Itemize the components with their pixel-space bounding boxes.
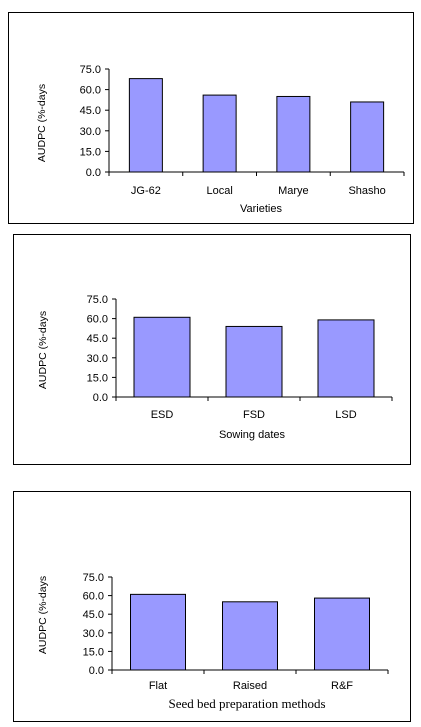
bar-shasho <box>350 101 385 173</box>
bar-jg-62 <box>128 78 163 173</box>
chart-panel-seed-bed: 75.0 60.0 45.0 30.0 15.0 0.0 Flat Raised R&F Seed… <box>13 491 411 722</box>
y-tick-label: 15.0 <box>80 146 101 158</box>
bar-lsd <box>317 319 375 398</box>
y-tick-label: 15.0 <box>83 646 104 658</box>
y-tick-label: 0.0 <box>86 167 101 179</box>
category-label-r-f: R&F <box>331 680 353 692</box>
y-tick-label: 0.0 <box>89 665 104 677</box>
bar-esd <box>133 316 191 398</box>
y-tick-label: 15.0 <box>87 372 108 384</box>
bar-marye <box>276 95 311 173</box>
bar-raised <box>222 601 278 671</box>
y-tick-label: 75.0 <box>87 294 108 306</box>
y-tick-label: 75.0 <box>80 64 101 76</box>
y-tick-label: 30.0 <box>83 628 104 640</box>
category-label-local: Local <box>206 185 232 197</box>
category-label-raised: Raised <box>233 680 267 692</box>
chart-panel-sowing-dates: 75.0 60.0 45.0 30.0 15.0 0.0 ESD FSD LSD Sowing d… <box>13 234 411 465</box>
y-tick-label: 75.0 <box>83 572 104 584</box>
y-tick-label: 60.0 <box>87 314 108 326</box>
category-label-esd: ESD <box>151 409 174 421</box>
category-label-marye: Marye <box>278 185 309 197</box>
y-axis-title: AUDPC (%-days <box>37 311 49 389</box>
y-tick-label: 45.0 <box>87 333 108 345</box>
y-tick-label: 60.0 <box>80 85 101 97</box>
bar-flat <box>130 593 186 671</box>
x-axis-title: Varieties <box>240 203 282 215</box>
category-label-shasho: Shasho <box>348 185 385 197</box>
bar-r-f <box>314 597 370 671</box>
chart-svg-varieties: 75.0 60.0 45.0 30.0 15.0 0.0 JG-62 Local Marye Sh… <box>36 64 405 215</box>
bar-local <box>202 94 237 173</box>
y-tick-label: 30.0 <box>87 353 108 365</box>
y-axis-title: AUDPC (%-days <box>37 576 49 654</box>
y-tick-label: 60.0 <box>83 591 104 603</box>
chart-panel-varieties: 75.0 60.0 45.0 30.0 15.0 0.0 JG-62 Local Marye Sh… <box>8 12 414 224</box>
chart-svg-seed-bed: 75.0 60.0 45.0 30.0 15.0 0.0 Flat Raised R&F Seed… <box>37 572 389 711</box>
y-tick-label: 45.0 <box>80 105 101 117</box>
y-axis-title: AUDPC (%-days <box>36 84 48 162</box>
chart-svg-sowing-dates: 75.0 60.0 45.0 30.0 15.0 0.0 ESD FSD LSD Sowing d… <box>37 294 393 441</box>
bar-fsd <box>225 325 283 398</box>
category-label-lsd: LSD <box>335 409 356 421</box>
x-axis-title: Sowing dates <box>219 429 286 441</box>
category-label-flat: Flat <box>149 680 167 692</box>
x-axis-title: Seed bed preparation methods <box>168 696 325 711</box>
category-label-fsd: FSD <box>243 409 265 421</box>
category-label-jg-62: JG-62 <box>131 185 161 197</box>
y-tick-label: 30.0 <box>80 126 101 138</box>
y-tick-label: 0.0 <box>93 392 108 404</box>
y-tick-label: 45.0 <box>83 609 104 621</box>
